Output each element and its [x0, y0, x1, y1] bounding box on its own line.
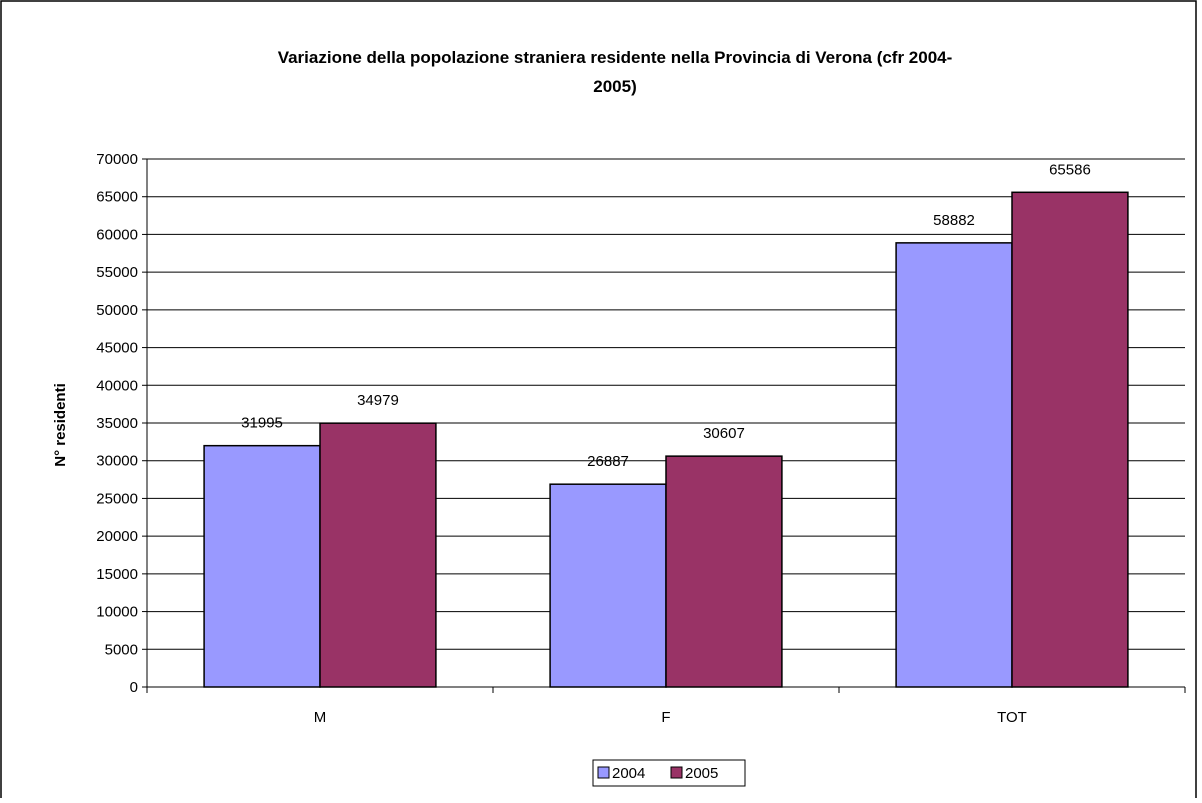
- y-tick-label: 70000: [96, 151, 138, 168]
- bar-tot-2005: [1011, 191, 1129, 688]
- y-tick-label: 35000: [96, 415, 138, 432]
- y-tick-label: 20000: [96, 528, 138, 545]
- data-label-tot-2005: 65586: [1049, 161, 1091, 178]
- bar-f-2005: [665, 455, 783, 688]
- y-tick-label: 5000: [105, 641, 138, 658]
- bar-f-2004: [549, 483, 667, 688]
- data-label-m-2005: 34979: [357, 392, 399, 409]
- y-tick-label: 0: [130, 679, 138, 696]
- bar-m-2005: [319, 422, 437, 688]
- y-tick-label: 45000: [96, 340, 138, 357]
- y-tick-label: 60000: [96, 226, 138, 243]
- y-tick-label: 65000: [96, 189, 138, 206]
- y-tick-label: 55000: [96, 264, 138, 281]
- y-tick-label: 30000: [96, 453, 138, 470]
- data-label-tot-2004: 58882: [933, 212, 975, 229]
- legend: 2004 2005: [592, 759, 746, 787]
- x-category-label: M: [314, 709, 327, 726]
- bars: [203, 191, 1129, 688]
- y-axis-ticks: 0 5000 10000 15000 20000 25000 30000 35000 40000…: [96, 151, 138, 696]
- y-tick-label: 25000: [96, 490, 138, 507]
- bar-tot-2004: [895, 242, 1013, 688]
- data-label-f-2005: 30607: [703, 425, 745, 442]
- y-tick-label: 10000: [96, 604, 138, 621]
- data-label-f-2004: 26887: [587, 453, 629, 470]
- legend-swatch-2004: [597, 766, 610, 779]
- legend-label-2005: 2005: [685, 765, 718, 782]
- bar-m-2004: [203, 444, 321, 688]
- axes: [142, 158, 1186, 693]
- legend-swatch-2005: [670, 766, 683, 779]
- y-tick-label: 15000: [96, 566, 138, 583]
- y-tick-label: 50000: [96, 302, 138, 319]
- data-labels: 31995 34979 26887 30607 58882 65586: [241, 161, 1091, 470]
- legend-box: [592, 759, 746, 787]
- legend-label-2004: 2004: [612, 765, 645, 782]
- x-category-label: TOT: [997, 709, 1027, 726]
- chart-title-line-2: 2005): [593, 77, 636, 96]
- category-labels: M F TOT: [314, 709, 1027, 726]
- data-label-m-2004: 31995: [241, 415, 283, 432]
- chart-title-line-1: Variazione della popolazione straniera r…: [278, 48, 953, 67]
- y-tick-label: 40000: [96, 377, 138, 394]
- y-axis-label: N° residenti: [52, 383, 69, 467]
- x-category-label: F: [661, 709, 670, 726]
